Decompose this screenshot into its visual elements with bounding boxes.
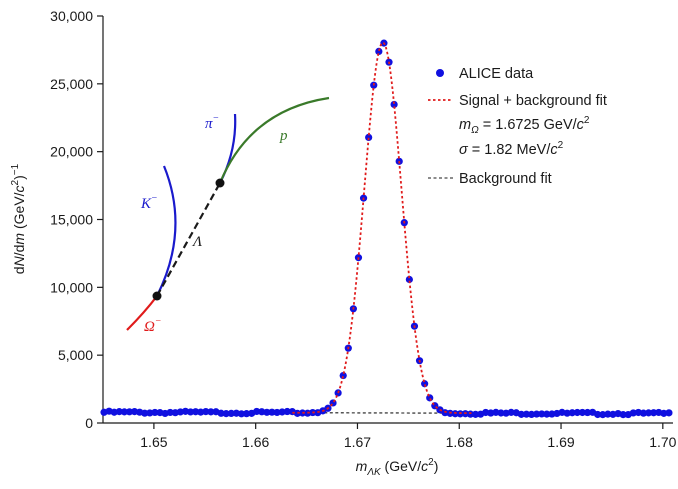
pion-track (219, 113, 237, 184)
data-point (263, 408, 271, 416)
data-point (650, 409, 658, 417)
data-point (538, 410, 546, 418)
data-point (517, 410, 525, 418)
data-point (639, 409, 648, 417)
data-point (644, 409, 653, 417)
data-point (405, 275, 413, 284)
y-tick-label: 15,000 (50, 212, 93, 228)
y-tick-label: 25,000 (50, 76, 93, 92)
decay-inset: Ω− K− π− p Λ (126, 96, 330, 335)
data-point (522, 410, 531, 418)
data-point (141, 409, 149, 417)
omega-label: Ω− (144, 316, 162, 335)
lambda-label: Λ (191, 234, 202, 250)
data-point (421, 380, 429, 388)
data-point (207, 408, 215, 416)
data-point (426, 394, 434, 402)
x-axis-ticks: 1.65 1.66 1.67 1.68 1.69 1.70 (140, 423, 677, 450)
lambda-track (156, 182, 221, 297)
data-point (253, 407, 261, 416)
pion-label: π− (205, 113, 219, 132)
legend-bkg-label: Background fit (459, 171, 552, 187)
omega-decay-vertex (152, 291, 162, 301)
data-point (568, 409, 576, 417)
data-point (151, 408, 159, 417)
data-point (471, 410, 480, 418)
data-point (268, 408, 276, 416)
data-point (227, 409, 235, 418)
y-tick-label: 0 (85, 415, 93, 431)
y-tick-label: 10,000 (50, 279, 93, 295)
data-point (578, 408, 587, 417)
data-point (125, 408, 134, 416)
y-tick-label: 5,000 (58, 347, 93, 363)
data-point (543, 410, 551, 418)
data-point (166, 408, 174, 417)
data-point (604, 410, 612, 418)
data-point (115, 408, 123, 416)
data-point (497, 409, 505, 417)
y-tick-label: 30,000 (50, 8, 93, 24)
data-point (237, 410, 246, 418)
data-point (573, 408, 581, 417)
data-point (120, 408, 128, 416)
data-point (202, 408, 210, 416)
data-point (619, 411, 627, 419)
data-point (466, 410, 475, 418)
data-point (533, 410, 541, 418)
x-tick-label: 1.69 (547, 434, 574, 450)
data-point (339, 371, 347, 380)
y-tick-label: 20,000 (50, 144, 93, 160)
proton-track (218, 96, 330, 184)
data-point (242, 410, 251, 418)
data-point (222, 410, 230, 418)
legend-fit-label: Signal + background fit (459, 93, 607, 109)
signal-background-fit-curve (292, 41, 472, 415)
x-tick-label: 1.65 (140, 434, 167, 450)
data-point (365, 133, 373, 141)
x-axis-title: mΛK (GeV/c2) (356, 457, 439, 478)
data-point (665, 409, 673, 417)
legend-sigma-label: σ = 1.82 MeV/c2 (459, 140, 564, 158)
legend-mass-label: mΩ = 1.6725 GeV/c2 (459, 115, 590, 136)
x-tick-label: 1.67 (344, 434, 371, 450)
y-axis-ticks: 0 5,000 10,000 15,000 20,000 25,000 30,000 (50, 8, 103, 431)
legend: ALICE data Signal + background fit mΩ = … (428, 66, 607, 187)
kaon-label: K− (140, 193, 158, 212)
data-point (186, 408, 195, 416)
data-point (375, 47, 383, 56)
x-tick-label: 1.68 (446, 434, 473, 450)
data-point (527, 410, 536, 419)
axes (102, 16, 673, 424)
kaon-track (156, 165, 177, 297)
x-tick-label: 1.66 (242, 434, 269, 450)
legend-data-marker (436, 69, 444, 77)
proton-label: p (279, 128, 288, 144)
data-point (390, 100, 398, 109)
lambda-decay-vertex (215, 178, 225, 188)
data-point (594, 410, 602, 419)
legend-data-label: ALICE data (459, 66, 534, 82)
y-axis-title: dN/dm (GeV/c2)−1 (10, 163, 27, 274)
data-point (583, 408, 592, 417)
x-tick-label: 1.70 (649, 434, 676, 450)
data-point (283, 407, 291, 416)
